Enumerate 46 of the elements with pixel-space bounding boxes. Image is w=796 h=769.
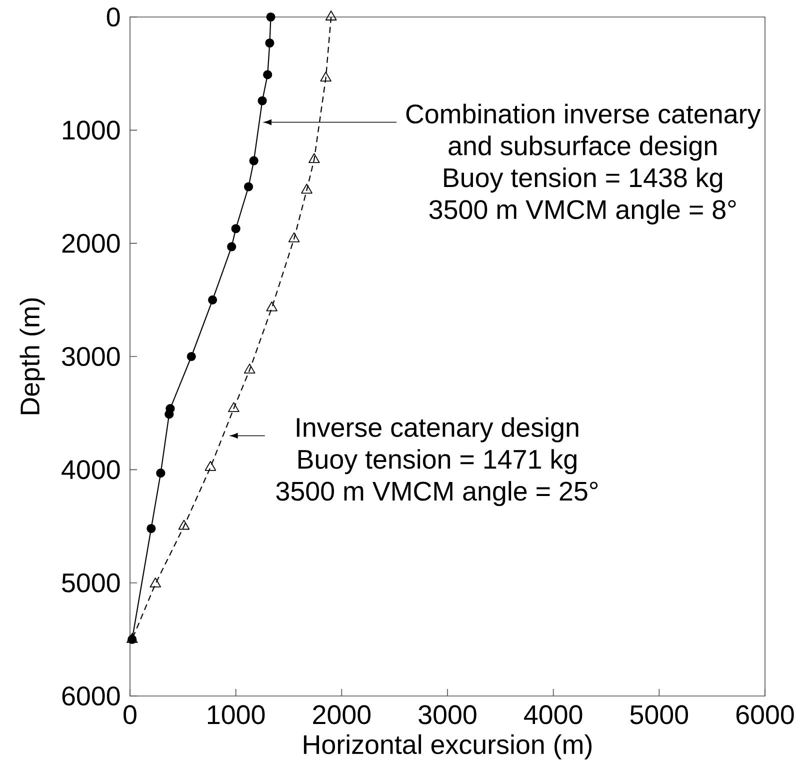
x-tick-label: 4000 [524,705,582,724]
point [227,242,236,252]
x-tick-label: 5000 [630,705,688,724]
y-tick-label: 6000 [62,686,120,706]
point [150,578,162,588]
annotation: Buoy tension = 1438 kg [444,168,722,193]
annotation: Combination inverse catenary and subsurface design [406,104,761,161]
annotation: 3500 m VMCM angle = 8° [429,199,736,224]
point [244,364,256,374]
point [178,520,190,530]
point [146,524,156,534]
point [244,182,254,192]
point [308,153,320,164]
point [266,12,276,22]
x-tick-label: 3000 [418,705,476,724]
y-tick-label: 3000 [62,346,120,366]
x-tick-label: 6000 [736,705,794,724]
y-tick-label: 0 [106,7,120,27]
x-tick-label: 0 [124,705,136,724]
x-tick-label: 1000 [208,705,265,724]
y-tick-label: 4000 [62,460,120,480]
point [320,72,332,82]
point [249,156,258,166]
point [288,232,300,242]
x-axis-title: Horizontal excursion (m) [304,734,592,760]
y-tick-label: 5000 [62,573,120,592]
point [263,70,272,80]
y-tick-label: 2000 [62,234,120,253]
point [208,295,218,304]
point [258,96,267,106]
point [156,468,166,478]
point [325,10,337,20]
point [266,301,278,312]
point [204,460,216,471]
y-tick-label: 1000 [63,120,120,140]
point [164,410,174,419]
annotation: 3500 m VMCM angle = 25° [276,480,598,506]
point [186,352,196,362]
point [301,184,312,194]
annotation: Buoy tension = 1471 kg [298,449,576,474]
annotation: Inverse catenary design [296,417,578,442]
y-axis-title: Depth (m) [20,298,45,414]
x-tick-label: 2000 [313,705,371,724]
point [265,38,274,48]
point [228,402,240,412]
point [231,224,240,234]
